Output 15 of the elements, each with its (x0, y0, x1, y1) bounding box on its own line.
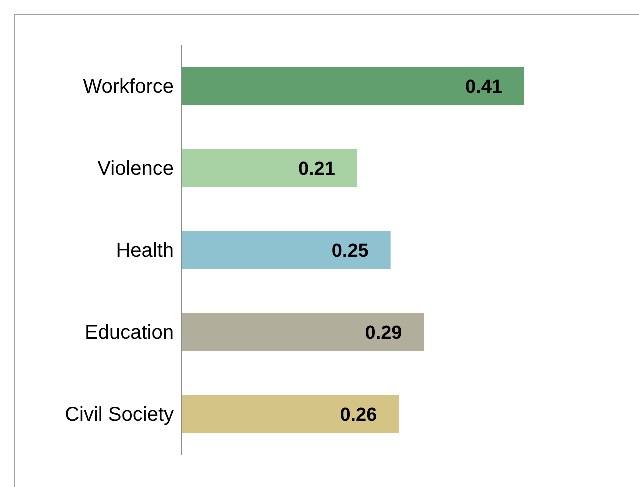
y-tick-label: Health (116, 240, 174, 262)
bar (182, 149, 358, 188)
data-label: 0.25 (332, 240, 370, 262)
bar (182, 313, 424, 352)
bar (182, 67, 525, 106)
data-label: 0.41 (466, 76, 503, 98)
y-tick-label: Violence (98, 158, 174, 180)
bar (182, 231, 391, 270)
data-label: 0.21 (298, 158, 336, 180)
bar (182, 395, 400, 434)
data-label: 0.29 (365, 322, 402, 344)
y-tick-label: Education (85, 322, 174, 344)
y-tick-label: Civil Society (65, 404, 174, 426)
data-label: 0.26 (340, 404, 378, 426)
y-tick-label: Workforce (83, 76, 174, 98)
